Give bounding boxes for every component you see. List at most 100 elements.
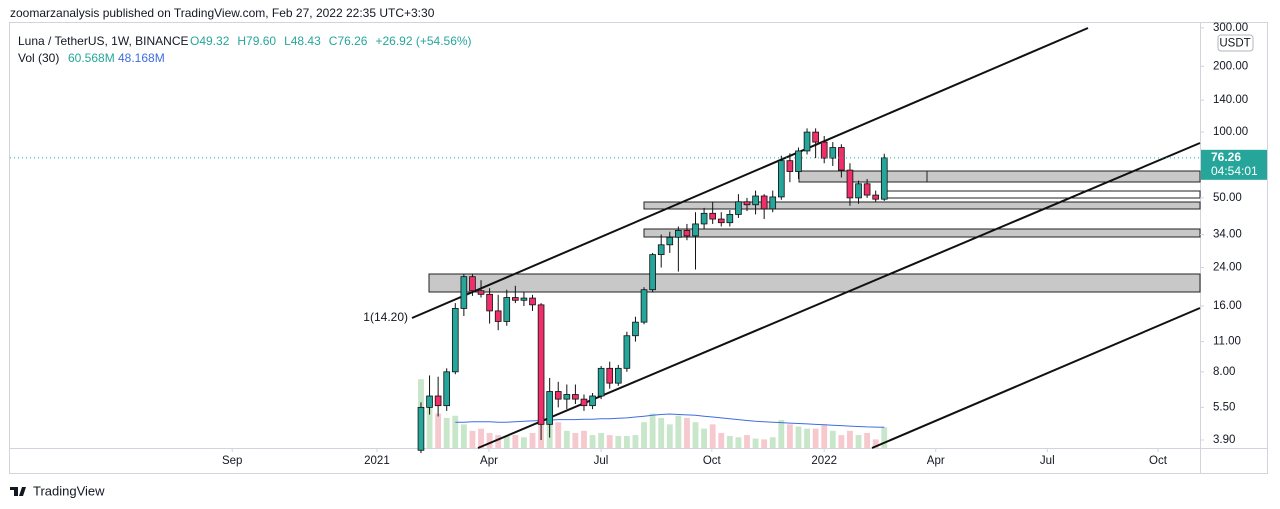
chart-title: Luna / TetherUS, 1W, BINANCE <box>18 34 189 48</box>
ohlc-value: C76.26 <box>329 34 368 48</box>
channel-lines <box>411 27 1201 449</box>
candle-body <box>580 398 588 407</box>
candle-body <box>477 290 485 295</box>
volume-bar <box>838 435 845 448</box>
zone-box <box>643 201 1201 210</box>
volume-bar <box>478 428 484 448</box>
candle-body <box>426 395 433 408</box>
y-tick-label: 140.00 <box>1213 94 1248 106</box>
volume-bar <box>598 432 605 448</box>
candle-body <box>649 254 656 291</box>
y-tick-label: 50.00 <box>1213 192 1242 204</box>
volume-bar <box>718 432 725 448</box>
candle-body <box>443 371 451 407</box>
volume-bar <box>829 430 836 448</box>
candles <box>417 128 888 454</box>
ohlc-legend: O49.32 H79.60 L48.43 C76.26 +26.92 (+54.56%) <box>190 34 472 48</box>
candle-body <box>820 141 828 159</box>
candle-body <box>486 293 493 312</box>
volume-bar <box>752 438 759 448</box>
y-tick-label: 5.50 <box>1213 401 1235 413</box>
candle-body <box>589 395 596 407</box>
channel-line <box>477 142 1201 449</box>
candle-body <box>546 391 553 425</box>
candle-body <box>666 236 674 246</box>
volume-bar <box>563 430 570 448</box>
candle-body <box>512 297 519 301</box>
volume-bar <box>778 420 785 448</box>
candle-body <box>786 160 794 172</box>
ohlc-value: H79.60 <box>237 34 276 48</box>
y-tick-label: 34.00 <box>1213 229 1242 241</box>
candle-body <box>460 276 468 309</box>
volume-bar <box>623 435 630 448</box>
drawings <box>428 170 1201 293</box>
volume-bar <box>735 437 742 448</box>
volume-layer <box>418 379 888 448</box>
volume-bar <box>452 415 459 448</box>
y-tick-label: 300.00 <box>1213 22 1248 34</box>
candle-body <box>614 367 622 384</box>
candle-body <box>700 212 708 225</box>
volume-bar <box>881 427 888 448</box>
candle-body <box>683 229 691 237</box>
volume-bar <box>709 424 716 448</box>
candle-body <box>846 169 854 199</box>
volume-bar <box>804 428 810 448</box>
volume-label: Vol (30) <box>18 51 59 65</box>
volume-bar <box>503 435 510 448</box>
volume-bar <box>641 422 647 448</box>
volume-ma-value: 48.168M <box>118 51 165 65</box>
currency[interactable]: USDT <box>1219 38 1250 50</box>
candle-body <box>838 147 845 171</box>
candle-body <box>735 201 742 215</box>
volume-bar <box>761 439 768 448</box>
candle-body <box>872 194 880 200</box>
candle-body <box>434 395 442 407</box>
x-tick-label: Oct <box>1149 455 1168 467</box>
brand: TradingView <box>33 483 105 498</box>
volume-bar <box>589 435 596 448</box>
change: +26.92 (+54.56%) <box>375 34 471 48</box>
candle-body <box>572 394 579 400</box>
candle-body <box>743 201 751 206</box>
candle-body <box>520 297 528 301</box>
x-tick-label: Jul <box>594 455 609 467</box>
candle-body <box>494 310 502 322</box>
volume-bar <box>744 435 750 448</box>
volume-bar <box>572 432 579 448</box>
y-tick-label: 8.00 <box>1213 366 1235 378</box>
y-tick-label: 3.90 <box>1213 434 1235 446</box>
candle-body <box>657 244 665 256</box>
volume-bar <box>649 413 656 448</box>
channel-line <box>411 27 1089 319</box>
candle-body <box>760 195 768 210</box>
candle-body <box>769 196 777 210</box>
currency-box[interactable] <box>1217 34 1254 52</box>
zone-box <box>643 228 1201 238</box>
candle-body <box>503 297 511 322</box>
panel-border <box>9 22 1268 474</box>
x-tick-label: Sep <box>222 455 242 467</box>
candle-body <box>632 321 639 337</box>
candle-body <box>709 212 716 220</box>
channel-line <box>871 307 1201 449</box>
volume-bar <box>632 435 639 448</box>
candle-body <box>795 150 802 172</box>
axes: 3.90 5.50 8.00 11.00 16.00 24.00 34.00 50.00 100… <box>10 22 1267 467</box>
volume-bar <box>615 435 622 448</box>
countdown: 04:54:01 <box>1211 164 1258 178</box>
ohlc-value: L48.43 <box>284 34 321 48</box>
x-tick-label: 2022 <box>811 455 837 467</box>
y-tick-label: 200.00 <box>1213 60 1248 72</box>
candle-body <box>606 367 614 384</box>
x-tick-label: Apr <box>927 455 945 467</box>
candle-body <box>554 391 562 400</box>
volume-bar <box>821 424 828 448</box>
volume-bar <box>847 430 853 448</box>
volume-bar <box>460 424 467 448</box>
x-tick-label: Apr <box>480 455 498 467</box>
candle-body <box>855 183 862 199</box>
ohlc-value: O49.32 <box>190 34 230 48</box>
